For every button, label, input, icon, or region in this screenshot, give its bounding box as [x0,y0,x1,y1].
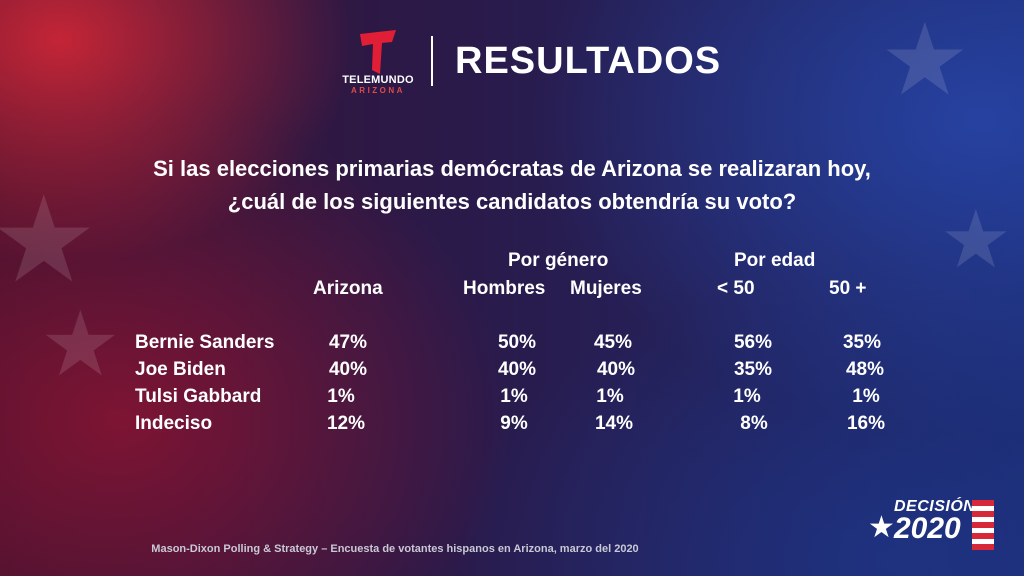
table-cell: 47% [328,332,368,353]
row-label: Tulsi Gabbard [135,386,262,407]
table-cell: 40% [328,359,368,380]
table-cell: 40% [596,359,636,380]
page-title: RESULTADOS [455,40,722,82]
decision-2020-badge: ★ DECISIÓN 2020 [868,498,1004,554]
background-star-icon: ★ [880,4,970,116]
question-line-2: ¿cuál de los siguientes candidatos obten… [227,189,797,214]
header-divider [431,36,433,86]
column-header-arizona: Arizona [313,278,383,299]
table-cell: 35% [733,359,773,380]
table-cell: 45% [593,332,633,353]
table-cell: 1% [327,386,355,407]
question-line-1: Si las elecciones primarias demócratas d… [153,156,871,181]
logo-subtitle: ARIZONA [351,86,405,95]
table-cell: 56% [733,332,773,353]
table-cell: 1% [596,386,624,407]
background-star-icon: ★ [940,195,1012,284]
background-star-icon: ★ [0,173,98,307]
source-footnote: Mason-Dixon Polling & Strategy – Encuest… [151,543,639,555]
row-label: Joe Biden [135,359,226,380]
row-label: Indeciso [135,413,213,434]
table-cell: 14% [594,413,634,434]
header: TELEMUNDO ARIZONA RESULTADOS [0,28,1024,98]
badge-word: DECISIÓN [894,498,976,515]
column-header-hombres: Hombres [463,278,546,299]
star-icon: ★ [868,511,895,544]
table-cell: 9% [500,413,528,434]
table-cell: 35% [842,332,882,353]
row-label: Bernie Sanders [135,332,275,353]
group-header-gender: Por género [508,250,609,271]
table-cell: 1% [852,386,880,407]
table-cell: 50% [497,332,537,353]
telemundo-logo: TELEMUNDO ARIZONA [336,30,420,96]
flag-stripes-icon [972,500,994,550]
table-cell: 8% [740,413,768,434]
table-cell: 12% [326,413,366,434]
table-cell: 48% [845,359,885,380]
column-header-under-50: < 50 [717,278,755,299]
group-header-age: Por edad [734,250,816,271]
badge-year: 2020 [894,512,961,545]
table-cell: 40% [497,359,537,380]
background-star-icon: ★ [40,295,121,395]
table-cell: 1% [733,386,761,407]
telemundo-t-icon [360,30,396,74]
table-cell: 1% [500,386,528,407]
column-header-mujeres: Mujeres [570,278,642,299]
table-cell: 16% [846,413,886,434]
logo-wordmark: TELEMUNDO [342,74,414,86]
column-header-50-plus: 50 + [829,278,867,299]
poll-question: Si las elecciones primarias demócratas d… [0,152,1024,218]
